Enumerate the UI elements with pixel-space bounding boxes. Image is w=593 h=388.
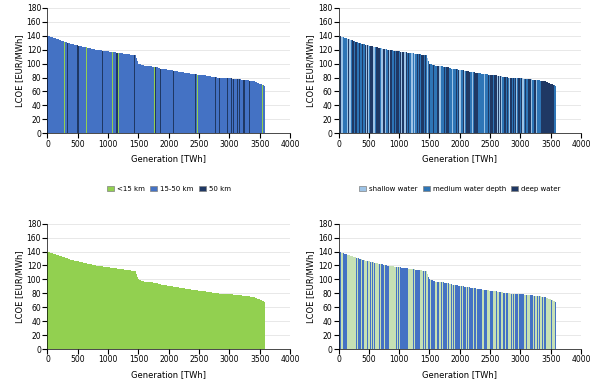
X-axis label: Generation [TWh]: Generation [TWh] (131, 154, 206, 163)
Legend: <15 km, 15-50 km, 50 km: <15 km, 15-50 km, 50 km (104, 184, 233, 195)
X-axis label: Generation [TWh]: Generation [TWh] (422, 370, 498, 379)
Y-axis label: LCOE [EUR/MWh]: LCOE [EUR/MWh] (306, 34, 315, 107)
Legend: shallow water, medium water depth, deep water: shallow water, medium water depth, deep … (356, 184, 563, 195)
X-axis label: Generation [TWh]: Generation [TWh] (422, 154, 498, 163)
X-axis label: Generation [TWh]: Generation [TWh] (131, 370, 206, 379)
Y-axis label: LCOE [EUR/MWh]: LCOE [EUR/MWh] (15, 250, 24, 323)
Y-axis label: LCOE [EUR/MWh]: LCOE [EUR/MWh] (15, 34, 24, 107)
Y-axis label: LCOE [EUR/MWh]: LCOE [EUR/MWh] (306, 250, 315, 323)
